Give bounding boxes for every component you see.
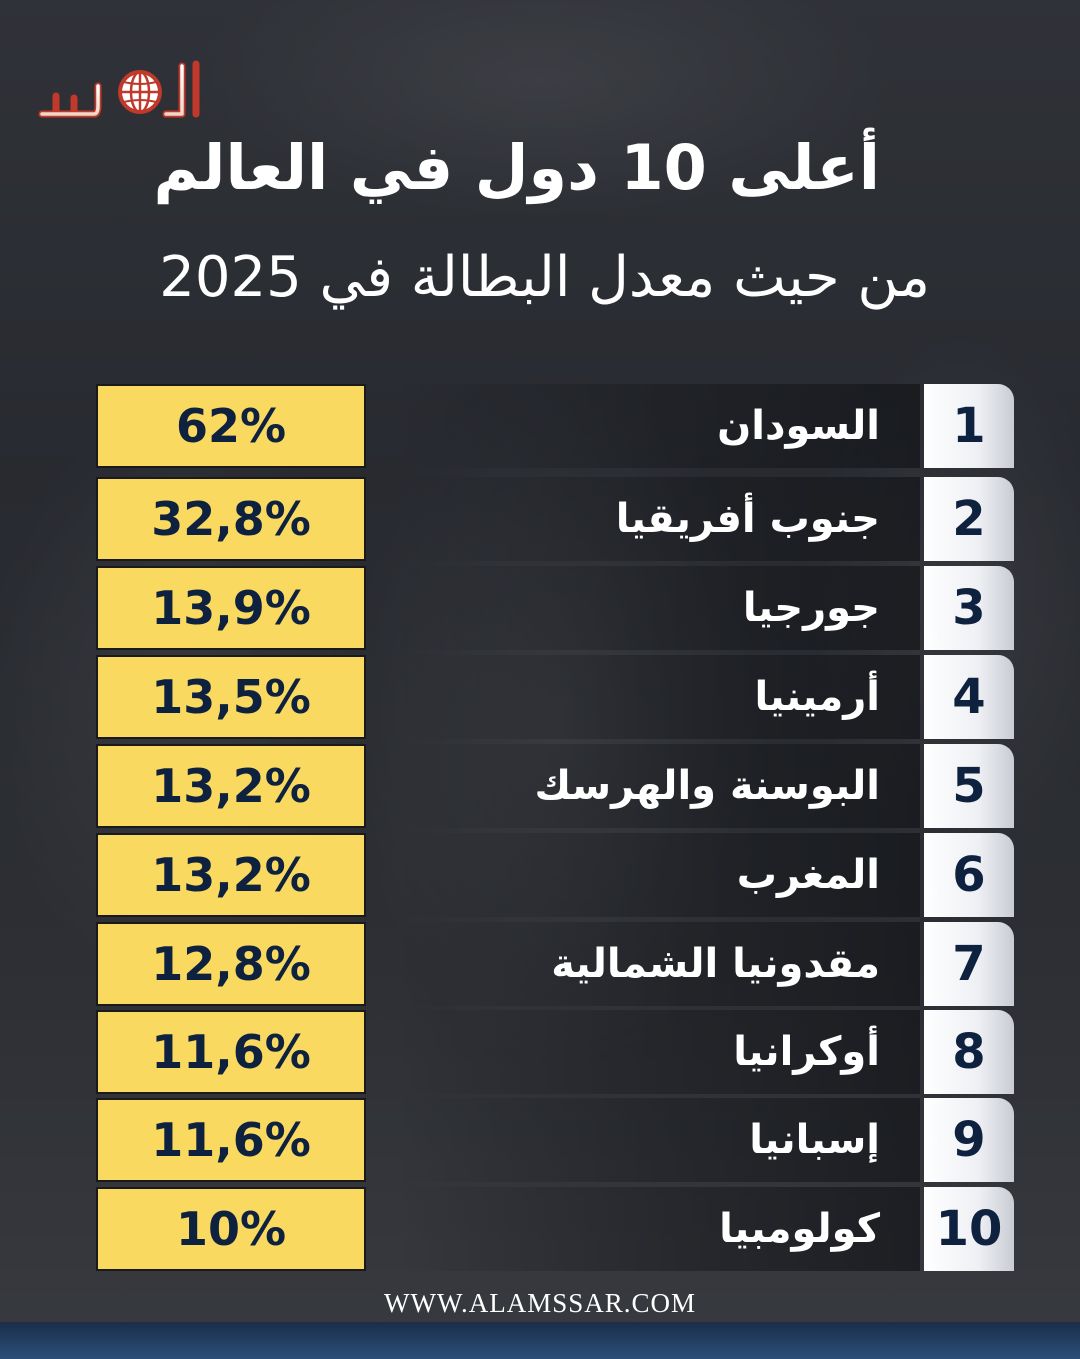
rank-number: 4: [924, 655, 1014, 739]
ranking-row: 13,5% أرمينيا 4: [0, 655, 1080, 739]
rank-number: 8: [924, 1010, 1014, 1094]
country-name: السودان: [717, 403, 880, 449]
rank-number: 10: [924, 1187, 1014, 1271]
unemployment-value: 11,6%: [96, 1010, 366, 1094]
country-name: مقدونيا الشمالية: [551, 941, 880, 987]
ranking-row: 13,9% جورجيا 3: [0, 566, 1080, 650]
row-backdrop: [396, 1187, 920, 1271]
row-backdrop: [396, 1098, 920, 1182]
row-backdrop: [396, 566, 920, 650]
ranking-row: 11,6% أوكرانيا 8: [0, 1010, 1080, 1094]
website-url[interactable]: WWW.ALAMSSAR.COM: [383, 1288, 697, 1318]
page-subtitle: من حيث معدل البطالة في 2025: [159, 245, 930, 310]
row-backdrop: [396, 655, 920, 739]
ranking-row: 13,2% البوسنة والهرسك 5: [0, 744, 1080, 828]
unemployment-value: 62%: [96, 384, 366, 468]
row-backdrop: [396, 1010, 920, 1094]
row-backdrop: [396, 384, 920, 468]
row-backdrop: [396, 833, 920, 917]
row-backdrop: [396, 477, 920, 561]
rank-number: 2: [924, 477, 1014, 561]
country-name: إسبانيا: [749, 1117, 880, 1163]
country-name: أرمينيا: [754, 674, 880, 720]
unemployment-value: 13,5%: [96, 655, 366, 739]
unemployment-value: 11,6%: [96, 1098, 366, 1182]
country-name: أوكرانيا: [733, 1029, 880, 1075]
page-title: أعلى 10 دول في العالم: [153, 131, 880, 204]
row-backdrop: [396, 922, 920, 1006]
rank-number: 1: [924, 384, 1014, 468]
ranking-row: 12,8% مقدونيا الشمالية 7: [0, 922, 1080, 1006]
country-name: المغرب: [736, 852, 880, 898]
ranking-row: 13,2% المغرب 6: [0, 833, 1080, 917]
country-name: كولومبيا: [719, 1206, 880, 1252]
unemployment-value: 12,8%: [96, 922, 366, 1006]
unemployment-value: 13,2%: [96, 833, 366, 917]
country-name: جنوب أفريقيا: [615, 496, 880, 542]
ranking-row: 32,8% جنوب أفريقيا 2: [0, 477, 1080, 561]
unemployment-value: 13,2%: [96, 744, 366, 828]
ranking-row: 11,6% إسبانيا 9: [0, 1098, 1080, 1182]
ranking-row: 10% كولومبيا 10: [0, 1187, 1080, 1271]
rank-number: 5: [924, 744, 1014, 828]
rank-number: 7: [924, 922, 1014, 1006]
unemployment-value: 13,9%: [96, 566, 366, 650]
rank-number: 3: [924, 566, 1014, 650]
row-backdrop: [396, 744, 920, 828]
rank-number: 6: [924, 833, 1014, 917]
unemployment-value: 10%: [96, 1187, 366, 1271]
unemployment-value: 32,8%: [96, 477, 366, 561]
alamssar-logo: [38, 60, 200, 118]
ranking-row: 62% السودان 1: [0, 384, 1080, 468]
country-name: جورجيا: [742, 585, 880, 631]
bottom-bar: [0, 1322, 1080, 1359]
country-name: البوسنة والهرسك: [534, 763, 880, 809]
rank-number: 9: [924, 1098, 1014, 1182]
